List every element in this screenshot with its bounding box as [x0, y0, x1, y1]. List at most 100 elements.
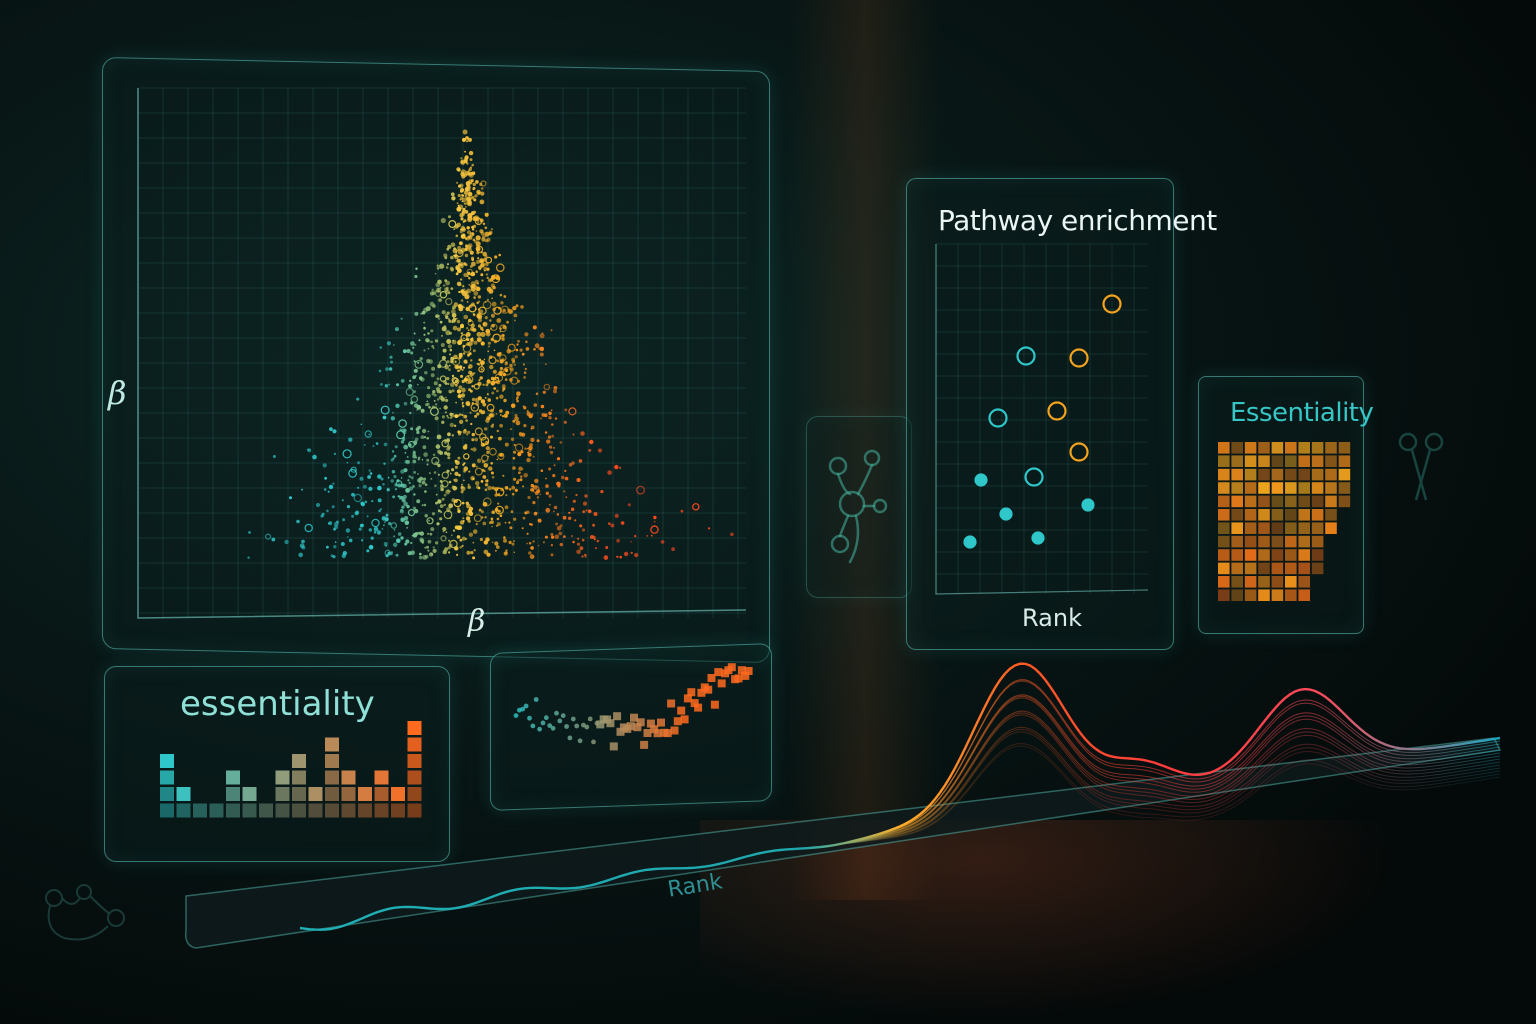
- scatter-point: [466, 140, 469, 143]
- scatter-point: [413, 506, 416, 510]
- scatter-point: [480, 411, 484, 415]
- scatter-point: [458, 369, 461, 372]
- scatter-point: [431, 345, 435, 348]
- essentiality-bar-cell: [160, 770, 174, 785]
- scatter-point: [390, 553, 393, 556]
- scatter-point: [508, 309, 513, 314]
- mini-point: [646, 719, 655, 728]
- scatter-point: [427, 430, 430, 433]
- heatmap-cell: [1231, 576, 1243, 588]
- scatter-point: [636, 485, 645, 495]
- scatter-point: [420, 312, 423, 315]
- scatter-point: [488, 278, 493, 283]
- scatter-point: [572, 433, 575, 436]
- scatter-point: [464, 210, 469, 214]
- scatter-point: [456, 281, 462, 287]
- scatter-point: [514, 443, 524, 452]
- scatter-point: [482, 383, 485, 386]
- mini-point: [606, 719, 615, 728]
- scatter-point: [436, 391, 439, 394]
- heatmap-cell: [1285, 576, 1297, 588]
- scatter-point: [488, 356, 497, 365]
- scatter-point: [371, 500, 374, 503]
- scatter-point: [457, 414, 460, 417]
- scatter-point: [482, 300, 492, 310]
- scatter-point: [535, 392, 539, 396]
- scatter-point: [399, 509, 404, 514]
- scatter-point: [463, 202, 467, 205]
- scatter-point: [570, 507, 575, 512]
- scatter-point: [513, 517, 517, 521]
- scatter-point: [572, 540, 575, 544]
- scatter-point: [522, 405, 525, 408]
- scatter-point: [477, 295, 482, 299]
- scatter-point: [462, 129, 468, 135]
- scatter-point: [730, 532, 734, 537]
- scatter-point: [472, 238, 476, 242]
- scatter-point: [513, 450, 517, 454]
- scatter-point: [461, 414, 464, 417]
- scatter-point: [472, 349, 476, 353]
- scatter-point: [472, 227, 475, 230]
- scatter-point: [447, 382, 450, 386]
- scatter-point: [571, 535, 573, 537]
- scatter-point: [471, 258, 475, 261]
- scatter-point: [472, 529, 478, 534]
- pathway-enrichment-plot: [935, 243, 1149, 595]
- mini-point: [574, 723, 580, 729]
- scatter-point: [405, 488, 410, 493]
- heatmap-cell: [1298, 589, 1310, 601]
- scatter-point: [457, 340, 463, 346]
- scatter-point: [435, 314, 439, 318]
- scatter-point: [456, 202, 459, 205]
- scatter-point: [484, 483, 489, 487]
- scatter-point: [405, 387, 414, 397]
- scatter-point: [529, 523, 532, 526]
- scatter-point: [409, 379, 412, 382]
- scatter-point: [397, 538, 400, 542]
- scatter-point: [553, 510, 555, 513]
- scatter-point: [514, 488, 518, 492]
- heatmap-cell: [1258, 455, 1270, 467]
- scatter-point: [410, 550, 416, 555]
- scatter-point: [436, 287, 441, 293]
- scatter-point: [430, 340, 433, 344]
- scatter-point: [443, 503, 446, 507]
- scatter-point: [556, 457, 561, 461]
- main-grid: [137, 87, 746, 618]
- scatter-point: [412, 485, 415, 488]
- scatter-point: [444, 411, 447, 414]
- scatter-points: [247, 129, 734, 560]
- scatter-point: [523, 376, 526, 379]
- heatmap-cell: [1298, 495, 1310, 508]
- scatter-point: [460, 233, 466, 239]
- scatter-point: [471, 432, 475, 437]
- essentiality-bar-cell: [160, 803, 174, 818]
- scatter-point: [432, 546, 435, 549]
- scatter-point: [461, 212, 465, 216]
- heatmap-cell: [1231, 509, 1243, 521]
- scatter-point: [460, 157, 463, 160]
- scatter-point: [503, 398, 507, 403]
- scatter-point: [247, 556, 250, 559]
- scatter-point: [449, 416, 453, 419]
- scatter-point: [594, 547, 597, 550]
- scatter-point: [550, 544, 553, 547]
- scatter-point: [511, 485, 516, 490]
- scatter-point: [480, 187, 484, 190]
- scatter-point: [481, 279, 484, 282]
- scatter-point: [390, 522, 398, 529]
- essentiality-bar-cell: [308, 787, 323, 801]
- pathway-point: [1069, 442, 1089, 462]
- mini-point: [653, 729, 662, 738]
- scatter-point: [473, 514, 482, 523]
- scatter-point: [466, 201, 471, 206]
- mini-point: [596, 720, 605, 729]
- scatter-point: [477, 318, 483, 323]
- scatter-point: [394, 488, 397, 491]
- scatter-point: [512, 306, 517, 311]
- scatter-point: [488, 345, 491, 348]
- scatter-point: [486, 450, 490, 454]
- scatter-point: [333, 525, 338, 530]
